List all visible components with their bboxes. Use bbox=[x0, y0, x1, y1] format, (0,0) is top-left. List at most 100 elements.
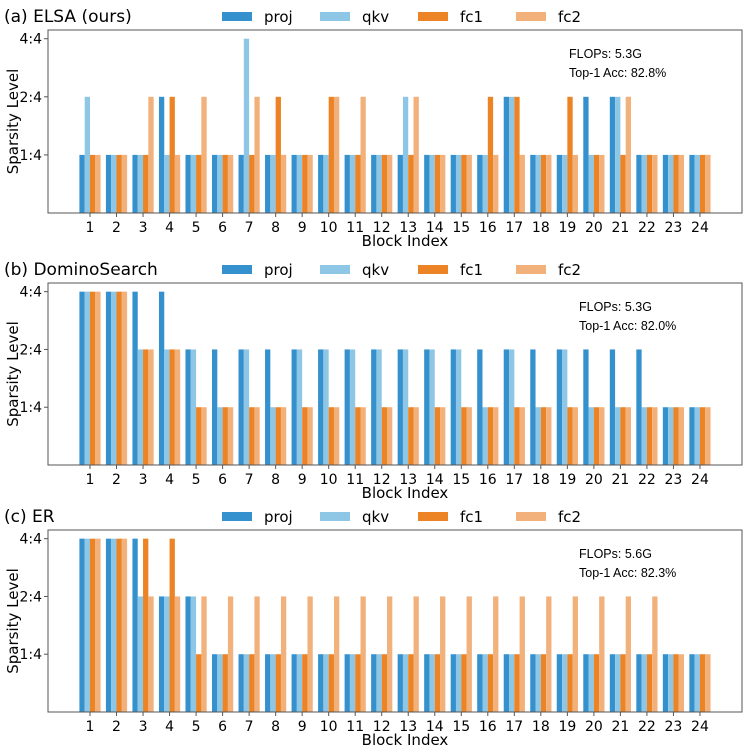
bar-qkv-block-18 bbox=[535, 154, 541, 213]
x-tick-label: 3 bbox=[139, 719, 148, 735]
x-tick-label: 8 bbox=[271, 719, 280, 735]
bar-fc2-block-4 bbox=[174, 349, 181, 465]
y-tick-label: 4:4 bbox=[19, 285, 42, 301]
bar-qkv-block-11 bbox=[349, 654, 356, 712]
x-tick-label: 5 bbox=[192, 719, 201, 735]
bar-fc1-block-9 bbox=[302, 654, 308, 712]
bar-fc1-block-17 bbox=[514, 96, 520, 213]
bar-proj-block-20 bbox=[583, 654, 589, 712]
bar-proj-block-22 bbox=[636, 349, 642, 465]
bar-fc1-block-15 bbox=[461, 654, 467, 712]
bar-fc1-block-5 bbox=[196, 407, 202, 465]
bar-fc1-block-13 bbox=[408, 654, 414, 712]
bar-fc2-block-16 bbox=[493, 154, 499, 213]
bar-proj-block-15 bbox=[450, 349, 456, 465]
x-tick-label: 9 bbox=[298, 220, 307, 236]
bar-qkv-block-22 bbox=[641, 407, 647, 465]
bar-fc2-block-24 bbox=[705, 407, 711, 465]
bar-qkv-block-12 bbox=[376, 654, 382, 712]
bar-fc1-block-12 bbox=[381, 654, 388, 712]
bar-fc2-block-1 bbox=[95, 291, 101, 465]
bar-fc2-block-22 bbox=[652, 596, 658, 712]
bar-fc2-block-21 bbox=[625, 596, 631, 712]
bar-proj-block-20 bbox=[583, 349, 589, 465]
bar-proj-block-20 bbox=[583, 96, 589, 213]
bar-qkv-block-24 bbox=[694, 654, 700, 712]
y-tick-label: 1:4 bbox=[19, 647, 42, 663]
bar-fc1-block-2 bbox=[116, 154, 122, 213]
bar-qkv-block-23 bbox=[668, 407, 674, 465]
bar-qkv-block-15 bbox=[455, 349, 462, 465]
bar-qkv-block-23 bbox=[668, 654, 674, 712]
y-tick-label: 1:4 bbox=[19, 400, 42, 416]
bar-fc1-block-8 bbox=[275, 654, 281, 712]
bar-fc1-block-23 bbox=[673, 654, 679, 712]
bar-proj-block-1 bbox=[79, 154, 85, 213]
x-tick-label: 15 bbox=[452, 472, 470, 488]
y-tick-label: 1:4 bbox=[19, 148, 42, 164]
x-axis-label: Block Index bbox=[362, 731, 449, 749]
bar-fc1-block-10 bbox=[328, 96, 334, 213]
x-tick-label: 14 bbox=[426, 719, 444, 735]
bar-fc1-block-2 bbox=[116, 291, 122, 465]
bar-fc1-block-24 bbox=[699, 154, 706, 213]
bar-fc2-block-10 bbox=[333, 407, 340, 465]
x-tick-label: 20 bbox=[585, 472, 603, 488]
x-tick-label: 4 bbox=[165, 719, 174, 735]
legend-label-qkv: qkv bbox=[362, 261, 389, 279]
y-axis-label: Sparsity Level bbox=[4, 321, 22, 427]
bar-proj-block-9 bbox=[291, 654, 297, 712]
bar-fc1-block-10 bbox=[328, 407, 334, 465]
x-tick-label: 17 bbox=[505, 719, 523, 735]
panel-title: (b) DominoSearch bbox=[4, 260, 158, 280]
bar-fc2-block-15 bbox=[466, 596, 472, 712]
bar-fc1-block-20 bbox=[593, 654, 600, 712]
legend-label-fc2: fc2 bbox=[558, 261, 581, 279]
x-tick-label: 7 bbox=[245, 719, 254, 735]
x-tick-label: 14 bbox=[426, 220, 444, 236]
bar-qkv-block-19 bbox=[562, 654, 568, 712]
bar-qkv-block-21 bbox=[615, 407, 621, 465]
bar-fc1-block-14 bbox=[434, 407, 441, 465]
legend-label-qkv: qkv bbox=[362, 508, 389, 526]
bar-proj-block-13 bbox=[397, 654, 403, 712]
bar-fc1-block-9 bbox=[302, 407, 308, 465]
bar-fc2-block-15 bbox=[466, 407, 472, 465]
bar-qkv-block-10 bbox=[323, 654, 329, 712]
x-tick-label: 17 bbox=[505, 220, 523, 236]
legend-swatch-fc2 bbox=[516, 512, 546, 521]
panel-title: (c) ER bbox=[4, 507, 55, 527]
bar-qkv-block-13 bbox=[402, 349, 409, 465]
bar-fc2-block-24 bbox=[705, 154, 711, 213]
x-tick-label: 13 bbox=[399, 472, 417, 488]
bar-proj-block-10 bbox=[318, 349, 324, 465]
bar-proj-block-14 bbox=[424, 349, 430, 465]
bar-proj-block-11 bbox=[344, 349, 350, 465]
bar-proj-block-17 bbox=[503, 654, 510, 712]
bar-proj-block-8 bbox=[265, 154, 271, 213]
x-tick-label: 24 bbox=[691, 220, 709, 236]
bar-proj-block-23 bbox=[662, 654, 669, 712]
bar-proj-block-1 bbox=[79, 291, 85, 465]
bar-fc1-block-15 bbox=[461, 407, 467, 465]
bar-fc2-block-3 bbox=[148, 349, 154, 465]
bar-proj-block-24 bbox=[689, 154, 695, 213]
bar-fc2-block-19 bbox=[572, 407, 578, 465]
x-tick-label: 3 bbox=[139, 472, 148, 488]
bar-proj-block-16 bbox=[477, 349, 483, 465]
bar-qkv-block-16 bbox=[482, 654, 488, 712]
bar-fc2-block-12 bbox=[387, 596, 393, 712]
panel-2: 1 2 3 4 5 6 7 8 9 10 11 12 13 14 15 16 17 18 19 20 21 22 23 241… bbox=[4, 260, 743, 502]
bar-fc1-block-16 bbox=[487, 407, 494, 465]
bar-proj-block-7 bbox=[238, 349, 244, 465]
bar-proj-block-18 bbox=[530, 154, 536, 213]
bar-fc2-block-6 bbox=[227, 154, 234, 213]
bar-proj-block-22 bbox=[636, 154, 642, 213]
bar-fc1-block-18 bbox=[540, 654, 547, 712]
x-tick-label: 16 bbox=[479, 472, 497, 488]
bar-qkv-block-14 bbox=[429, 654, 435, 712]
bar-fc1-block-20 bbox=[593, 154, 600, 213]
bar-fc2-block-21 bbox=[625, 96, 631, 213]
bar-proj-block-24 bbox=[689, 654, 695, 712]
x-tick-label: 6 bbox=[218, 220, 227, 236]
